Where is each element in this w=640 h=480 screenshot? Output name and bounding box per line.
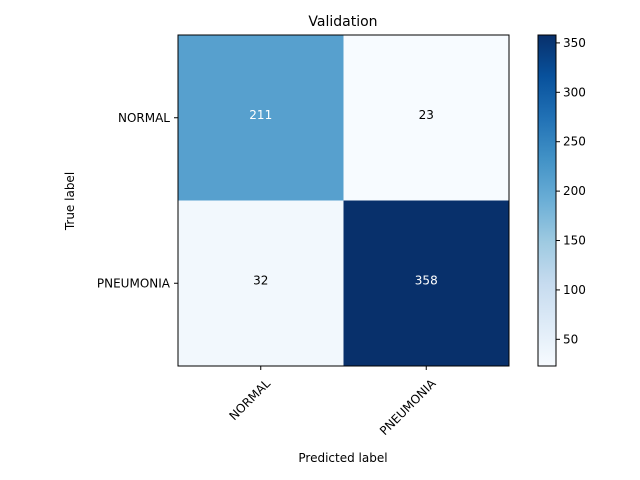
heatmap-cell — [178, 35, 344, 201]
colorbar-tick-label: 250 — [563, 135, 586, 149]
heatmap-cell — [343, 35, 509, 201]
heatmap-cell — [343, 200, 509, 366]
x-axis-label: Predicted label — [298, 451, 387, 465]
cell-value-label: 23 — [419, 108, 434, 122]
heatmap-cell — [178, 200, 344, 366]
colorbar-tick-label: 350 — [563, 36, 586, 50]
colorbar-tick-label: 300 — [563, 85, 586, 99]
colorbar-tick-label: 100 — [563, 283, 586, 297]
colorbar-tick-label: 50 — [563, 332, 578, 346]
y-axis-ticks: NORMAL PNEUMONIA — [97, 111, 178, 290]
x-axis-ticks: NORMAL PNEUMONIA — [226, 366, 439, 438]
colorbar-ticks: 50 100 150 200 250 300 350 — [556, 36, 586, 346]
chart-title: Validation — [308, 14, 377, 30]
y-tick-label: NORMAL — [118, 111, 170, 125]
heatmap-cells: 211 23 32 358 — [178, 35, 509, 366]
colorbar-tick-label: 200 — [563, 184, 586, 198]
y-tick-label: PNEUMONIA — [97, 276, 171, 290]
cell-value-label: 211 — [249, 108, 272, 122]
cell-value-label: 358 — [415, 273, 438, 287]
x-tick-label: PNEUMONIA — [377, 376, 439, 438]
y-axis-label: True label — [63, 172, 77, 231]
colorbar-tick-label: 150 — [563, 234, 586, 248]
x-tick-label: NORMAL — [226, 376, 273, 423]
plot-frame — [177, 34, 510, 367]
colorbar — [537, 34, 557, 367]
cell-value-label: 32 — [253, 273, 268, 287]
